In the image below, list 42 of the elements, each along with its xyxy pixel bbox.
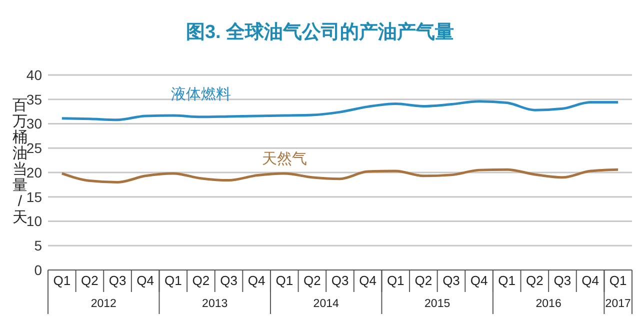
y-tick-label: 30 [26, 116, 42, 132]
x-tick-label: Q4 [582, 273, 599, 288]
x-tick-label: Q2 [304, 273, 321, 288]
x-tick-label: Q4 [359, 273, 376, 288]
y-tick-label: 40 [26, 66, 42, 83]
x-tick-label: Q1 [53, 273, 71, 288]
y-tick-label: 10 [26, 213, 42, 230]
x-tick-label: Q3 [220, 273, 238, 288]
x-tick-label: Q1 [498, 273, 516, 288]
x-tick-label: Q2 [81, 273, 98, 288]
x-tick-label: Q2 [526, 273, 544, 288]
text: 2017 [605, 298, 631, 310]
x-tick-label: Q2 [414, 273, 432, 288]
x-tick-label: Q3 [108, 273, 126, 288]
y-axis-title: 百万桶油当量/天 [12, 97, 28, 226]
line-series [60, 100, 620, 122]
y-tick-label: 0 [34, 262, 42, 278]
text: 2013 [202, 298, 228, 310]
x-tick-label: Q3 [331, 273, 349, 288]
x-tick-label: Q3 [442, 273, 460, 288]
y-tick-label: 35 [26, 91, 42, 108]
text: 2016 [536, 298, 562, 310]
x-tick-label: Q2 [192, 273, 210, 288]
chart-title: 图3. 全球油气公司的产油产气量 [186, 21, 454, 43]
x-tick-label: Q1 [386, 273, 404, 288]
x-tick-label: Q1 [609, 273, 627, 288]
y-tick-label: 20 [26, 164, 42, 180]
y-tick-label: 15 [26, 188, 42, 205]
x-tick-label: Q4 [470, 273, 488, 288]
x-tick-label: Q4 [136, 273, 154, 288]
y-tick-label: 5 [34, 238, 42, 254]
x-tick-label: Q4 [248, 273, 266, 288]
series-label: 液体燃料 [170, 86, 231, 103]
text: 2014 [313, 298, 340, 310]
series-label: 天然气 [262, 150, 307, 168]
text: 2012 [90, 298, 116, 310]
x-tick-label: Q3 [554, 273, 572, 288]
line-series [60, 168, 620, 184]
x-tick-label: Q1 [164, 273, 182, 288]
y-tick-label: 25 [26, 140, 42, 156]
text: 2015 [424, 298, 450, 310]
x-tick-label: Q1 [276, 273, 294, 288]
